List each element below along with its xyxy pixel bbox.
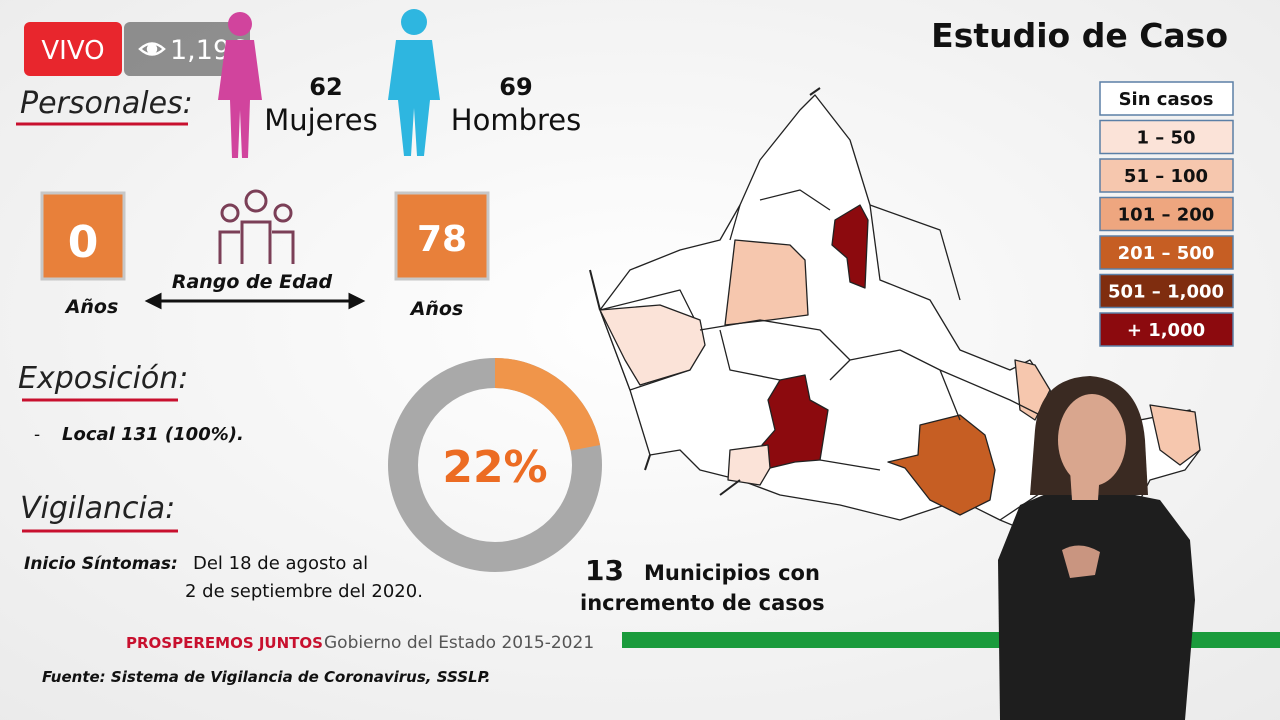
source: Fuente: Sistema de Vigilancia de Coronav… (42, 668, 490, 686)
donut-chart (388, 358, 602, 572)
people-icon (218, 189, 295, 264)
live-badge[interactable] (24, 22, 122, 76)
legend-label: 201 – 500 (1118, 243, 1215, 264)
age-range-label: Rango de Edad (172, 271, 333, 293)
range-arrow (144, 292, 366, 310)
symptom-date: Del 18 de agosto al (193, 553, 368, 574)
female-icon (218, 12, 262, 158)
legend-swatch (1099, 273, 1234, 309)
eye-icon (138, 42, 166, 56)
legend-swatch (1099, 119, 1234, 155)
women-count: 62 (309, 73, 342, 101)
slide-title: Estudio de Caso (931, 16, 1228, 55)
donut-segment (388, 358, 602, 572)
municipios-text: Municipios con (644, 561, 820, 585)
symptom-label: Inicio Síntomas: (24, 554, 178, 574)
municipios-text: incremento de casos (580, 591, 825, 615)
live-text: VIVO (41, 36, 104, 66)
map-legend: Sin casos 1 – 50 51 – 100 101 – 200 201 – 50… (1099, 81, 1234, 347)
section-heading: Vigilancia: (20, 491, 175, 526)
male-icon (388, 9, 440, 156)
sign-language-interpreter (998, 376, 1195, 720)
women-label: Mujeres (264, 103, 378, 137)
legend-label: 1 – 50 (1136, 128, 1195, 149)
men-count: 69 (499, 73, 532, 101)
footer-government: Gobierno del Estado 2015-2021 (324, 633, 594, 653)
men-label: Hombres (451, 103, 581, 137)
age-max-unit: Años (409, 298, 464, 320)
legend-swatch (1099, 196, 1234, 232)
age-min-unit: Años (64, 296, 119, 318)
donut-label: 22% (442, 442, 547, 493)
viewer-count-box (124, 22, 250, 76)
legend-swatch (1099, 235, 1234, 270)
legend-label: 101 – 200 (1118, 205, 1215, 226)
legend-label: + 1,000 (1127, 320, 1205, 341)
age-max: 78 (417, 219, 467, 260)
legend-label: 501 – 1,000 (1108, 282, 1224, 303)
legend-swatch (1099, 312, 1234, 347)
bullet: - (34, 425, 40, 445)
municipios-count: 13 (585, 554, 624, 587)
age-min: 0 (68, 217, 99, 268)
section-heading: Exposición: (18, 361, 188, 396)
section-heading: Personales: (20, 86, 193, 121)
legend-swatch (1099, 158, 1234, 193)
exposure-item: Local 131 (100%). (62, 424, 244, 445)
legend-swatch (1099, 81, 1234, 116)
symptom-date: 2 de septiembre del 2020. (185, 581, 423, 602)
age-max-box (394, 191, 490, 281)
legend-label: 51 – 100 (1124, 166, 1208, 187)
legend-label: Sin casos (1119, 89, 1214, 110)
footer-brand: PROSPEREMOS JUNTOS (126, 634, 323, 652)
age-min-box (40, 191, 126, 281)
